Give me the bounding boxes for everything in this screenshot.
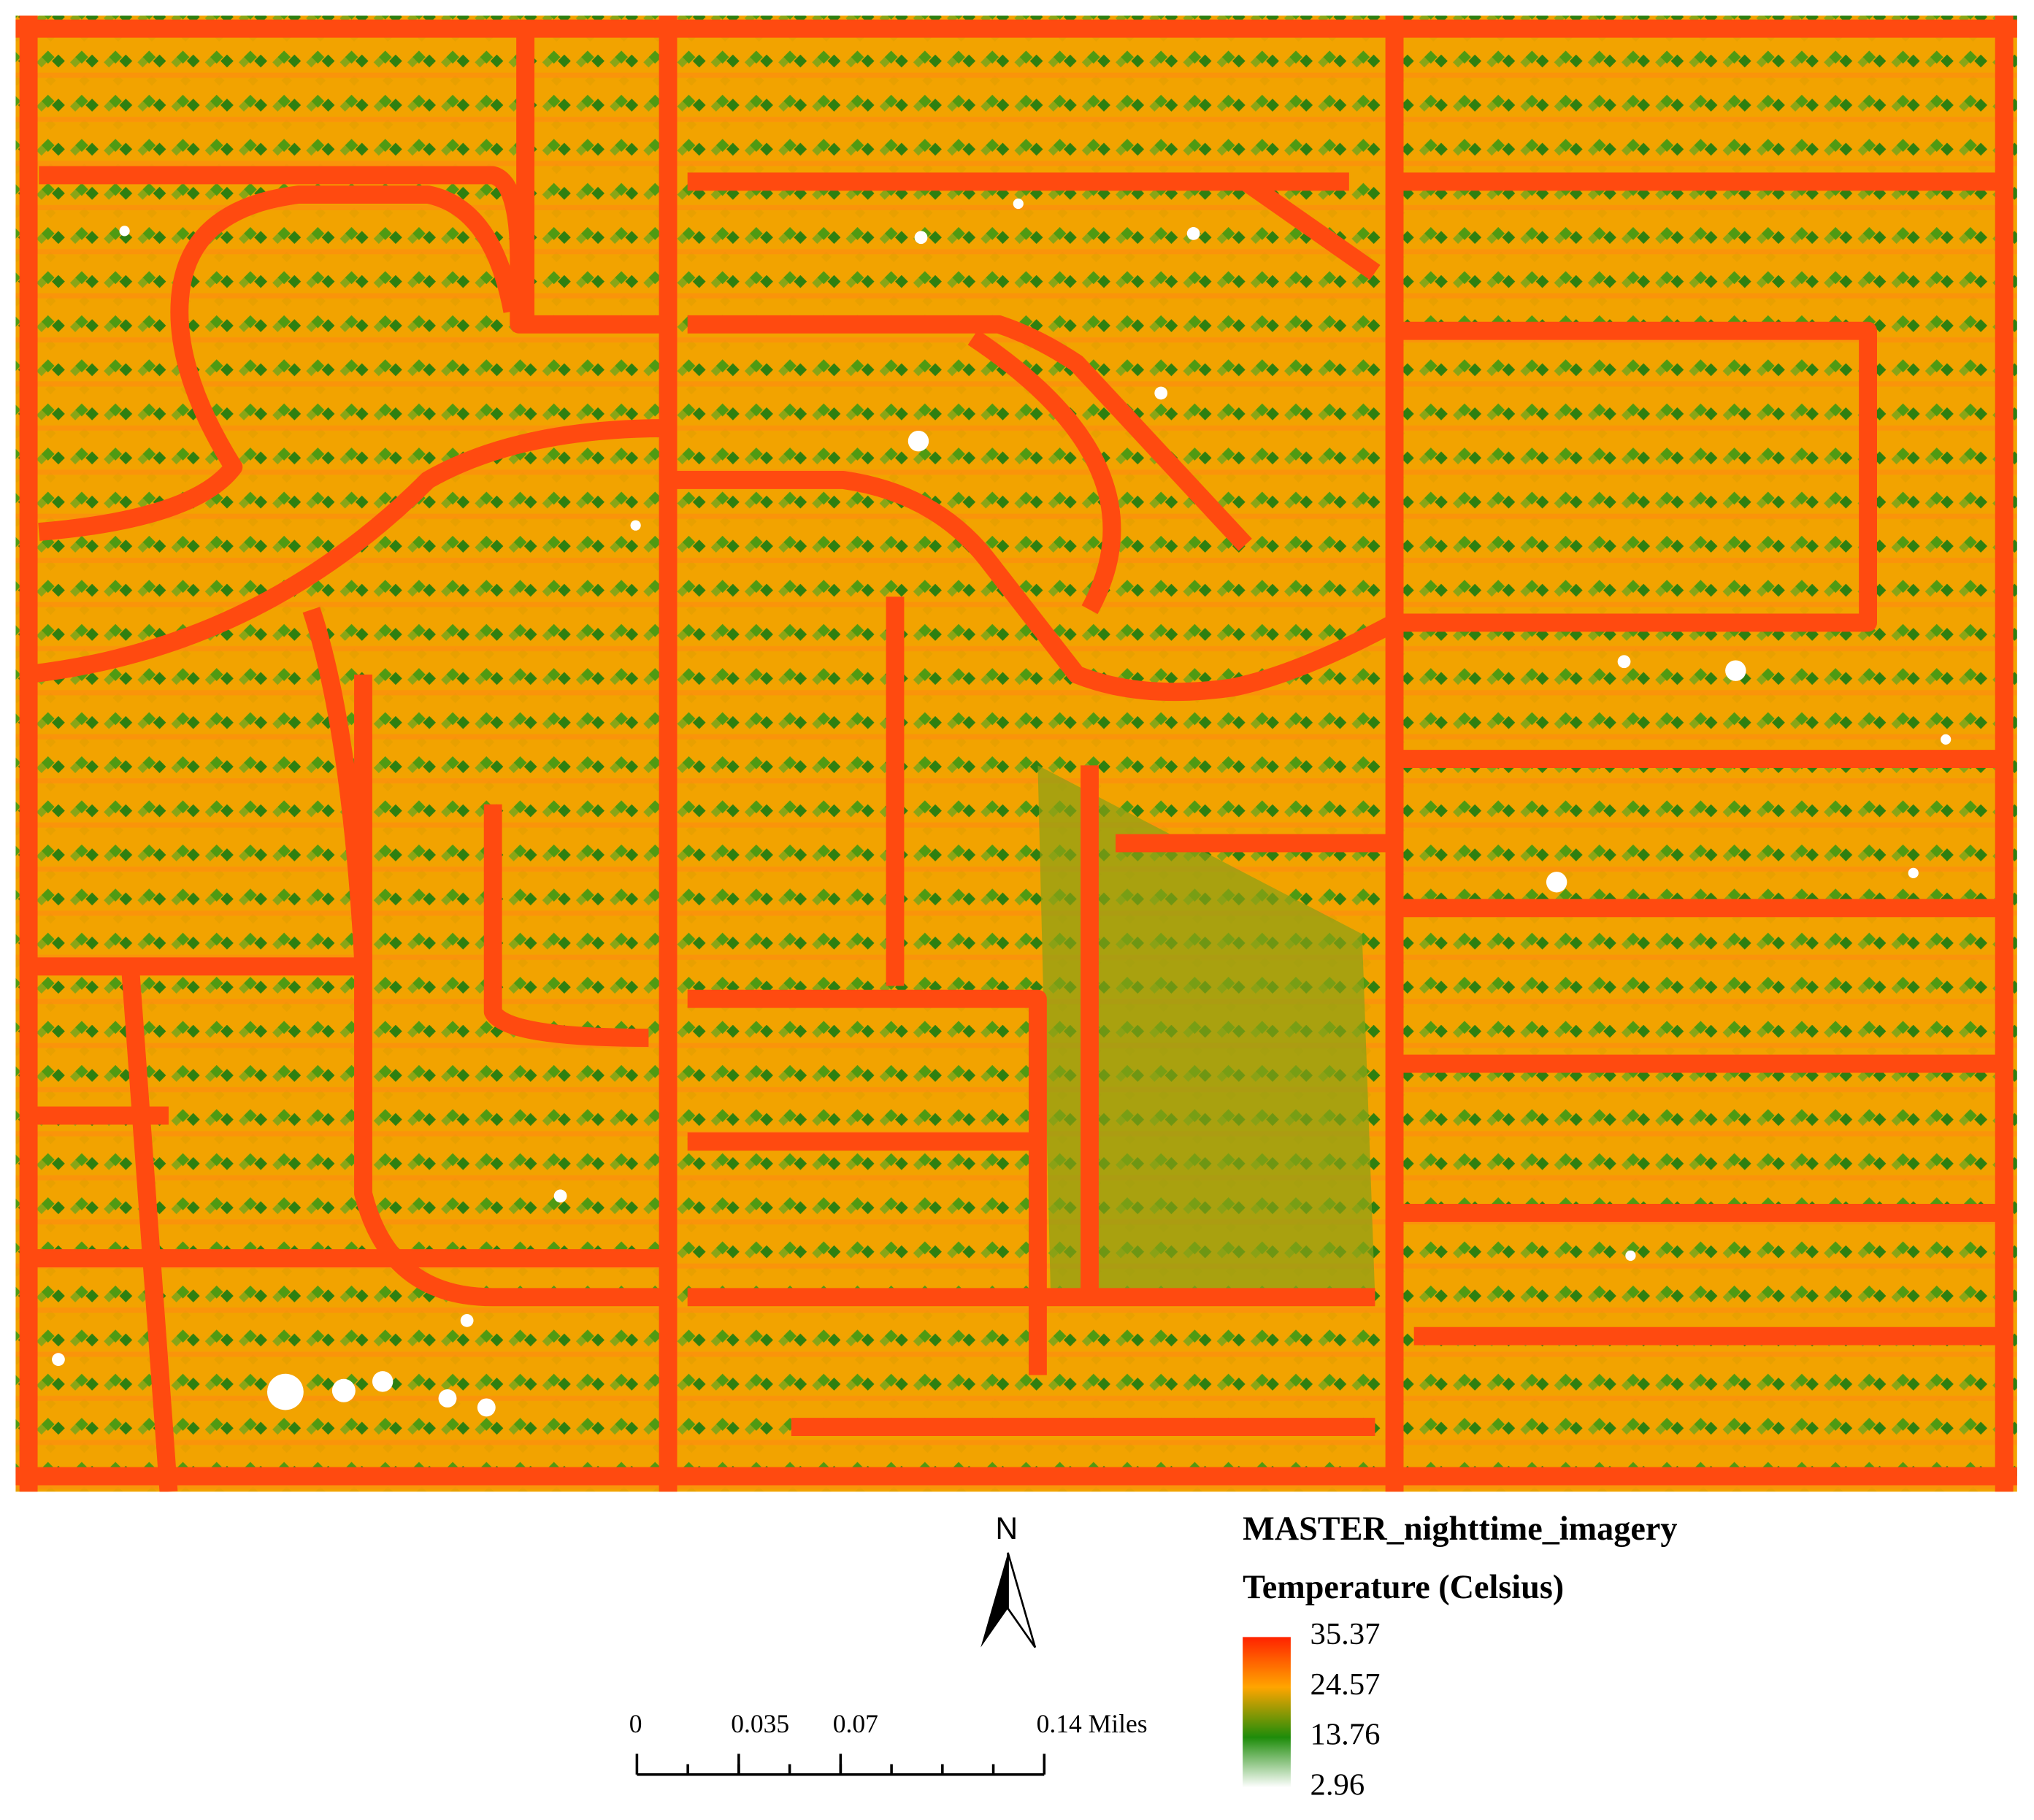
roads <box>15 15 2017 1492</box>
legend-colorbar <box>1243 1637 1291 1788</box>
legend-subtitle: Temperature (Celsius) <box>1243 1568 1564 1605</box>
raster <box>15 15 2017 1492</box>
scale-bar: 0 0.035 0.07 0.14 Miles <box>629 1709 1148 1776</box>
scale-label: 0 <box>629 1709 642 1738</box>
north-arrow-left <box>980 1552 1008 1648</box>
legend-labels: 35.37 24.57 13.76 2.96 <box>1310 1617 1381 1802</box>
north-arrow-right <box>1007 1552 1037 1648</box>
legend-title: MASTER_nighttime_imagery <box>1243 1510 1677 1547</box>
legend-value: 35.37 <box>1310 1617 1381 1651</box>
park <box>1037 765 1375 1297</box>
no-data-spots <box>52 198 1952 1417</box>
legend-value: 24.57 <box>1310 1667 1381 1702</box>
scale-label: 0.14 Miles <box>1037 1709 1148 1738</box>
legend-value: 13.76 <box>1310 1718 1381 1752</box>
scale-label: 0.07 <box>833 1709 878 1738</box>
north-label: N <box>995 1511 1018 1546</box>
legend-value: 2.96 <box>1310 1767 1365 1802</box>
scale-label: 0.035 <box>731 1709 789 1738</box>
